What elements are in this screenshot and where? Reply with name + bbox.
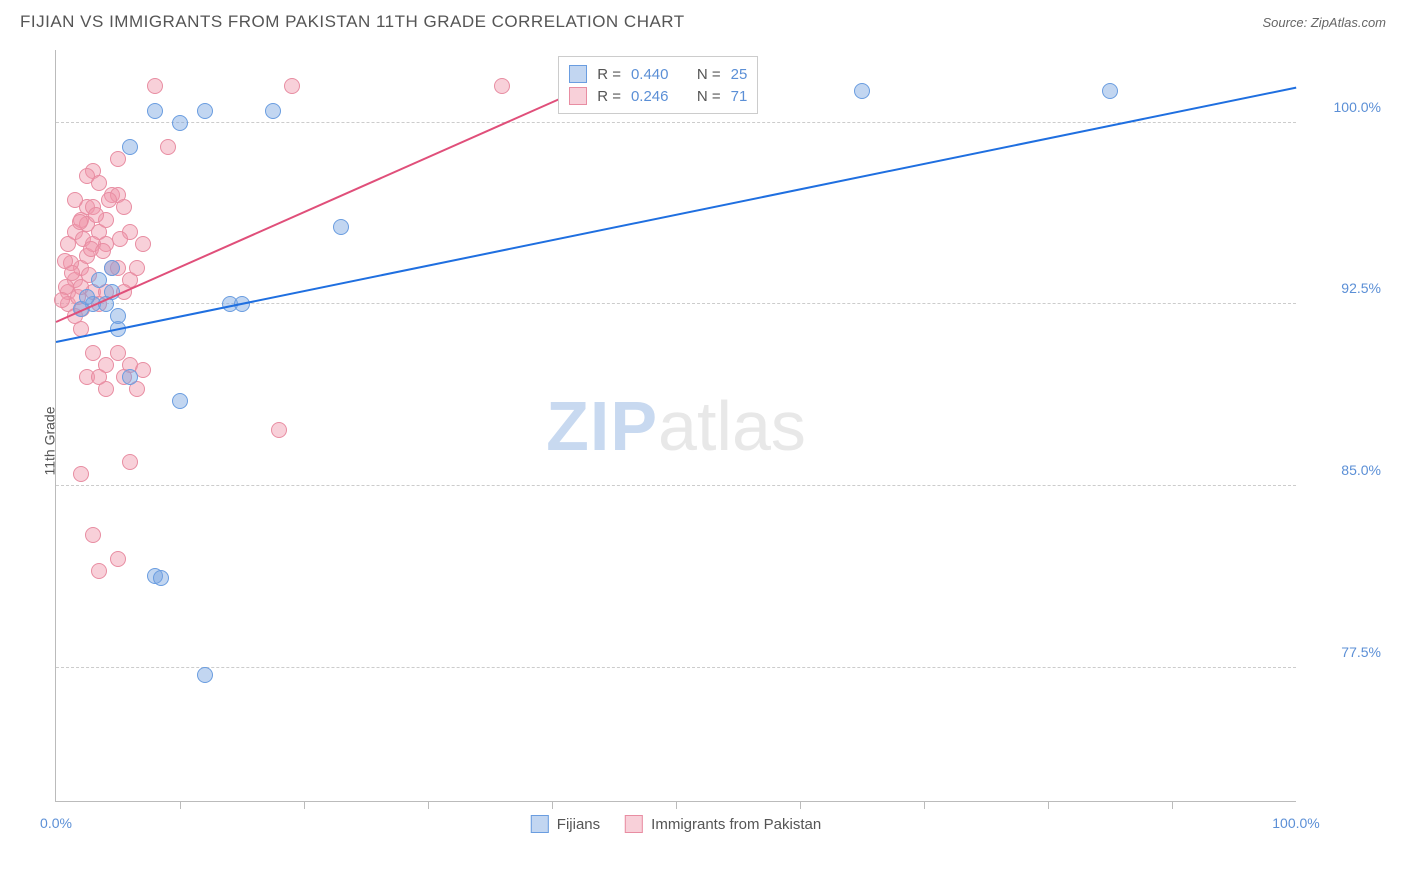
scatter-point-fijian	[197, 103, 213, 119]
scatter-point-pakistan	[284, 78, 300, 94]
x-tick-label: 100.0%	[1272, 815, 1319, 831]
scatter-point-pakistan	[116, 199, 132, 215]
scatter-point-pakistan	[85, 527, 101, 543]
y-tick-label: 77.5%	[1301, 644, 1381, 660]
scatter-point-fijian	[91, 272, 107, 288]
y-tick-label: 100.0%	[1301, 99, 1381, 115]
scatter-point-pakistan	[160, 139, 176, 155]
x-tick	[180, 801, 181, 809]
y-tick-label: 85.0%	[1301, 462, 1381, 478]
scatter-point-fijian	[333, 219, 349, 235]
legend-r-row: R =0.246 N =71	[569, 85, 747, 107]
gridline-h	[56, 122, 1296, 123]
gridline-h	[56, 485, 1296, 486]
scatter-point-pakistan	[122, 454, 138, 470]
scatter-point-pakistan	[85, 345, 101, 361]
gridline-h	[56, 667, 1296, 668]
scatter-point-pakistan	[79, 168, 95, 184]
x-tick	[428, 801, 429, 809]
legend-series: Fijians Immigrants from Pakistan	[531, 815, 821, 833]
scatter-point-pakistan	[57, 253, 73, 269]
scatter-point-pakistan	[112, 231, 128, 247]
scatter-point-fijian	[197, 667, 213, 683]
scatter-point-pakistan	[101, 192, 117, 208]
x-tick	[1048, 801, 1049, 809]
legend-correlation: R =0.440 N =25R =0.246 N =71	[558, 56, 758, 114]
trendline-pakistan	[56, 74, 615, 323]
scatter-point-pakistan	[129, 260, 145, 276]
legend-swatch	[625, 815, 643, 833]
legend-swatch	[531, 815, 549, 833]
watermark-atlas: atlas	[658, 387, 806, 465]
scatter-point-pakistan	[91, 369, 107, 385]
x-tick-label: 0.0%	[40, 815, 72, 831]
scatter-point-pakistan	[494, 78, 510, 94]
scatter-point-pakistan	[110, 345, 126, 361]
legend-swatch	[569, 65, 587, 83]
scatter-point-fijian	[172, 393, 188, 409]
x-tick	[676, 801, 677, 809]
scatter-point-pakistan	[147, 78, 163, 94]
scatter-point-fijian	[265, 103, 281, 119]
legend-swatch	[569, 87, 587, 105]
scatter-point-pakistan	[135, 236, 151, 252]
scatter-point-pakistan	[110, 151, 126, 167]
x-tick	[552, 801, 553, 809]
chart-container: 11th Grade ZIPatlas 100.0%92.5%85.0%77.5…	[55, 50, 1386, 832]
scatter-point-fijian	[110, 308, 126, 324]
source-label: Source: ZipAtlas.com	[1262, 15, 1386, 30]
legend-r-row: R =0.440 N =25	[569, 63, 747, 85]
scatter-point-fijian	[172, 115, 188, 131]
legend-label: Immigrants from Pakistan	[651, 816, 821, 833]
watermark-zip: ZIP	[546, 387, 658, 465]
scatter-point-fijian	[153, 570, 169, 586]
x-tick	[1172, 801, 1173, 809]
scatter-point-pakistan	[91, 563, 107, 579]
scatter-point-fijian	[122, 369, 138, 385]
scatter-point-pakistan	[271, 422, 287, 438]
legend-item: Immigrants from Pakistan	[625, 815, 821, 833]
scatter-point-fijian	[1102, 83, 1118, 99]
plot-area: ZIPatlas 100.0%92.5%85.0%77.5%0.0%100.0%…	[55, 50, 1296, 802]
legend-label: Fijians	[557, 816, 600, 833]
scatter-point-fijian	[104, 260, 120, 276]
scatter-point-pakistan	[88, 207, 104, 223]
x-tick	[304, 801, 305, 809]
scatter-point-pakistan	[95, 243, 111, 259]
scatter-point-pakistan	[67, 192, 83, 208]
legend-item: Fijians	[531, 815, 600, 833]
scatter-point-pakistan	[54, 292, 70, 308]
x-tick	[800, 801, 801, 809]
x-tick	[924, 801, 925, 809]
scatter-point-pakistan	[110, 551, 126, 567]
chart-title: FIJIAN VS IMMIGRANTS FROM PAKISTAN 11TH …	[20, 12, 685, 32]
scatter-point-fijian	[854, 83, 870, 99]
scatter-point-fijian	[79, 289, 95, 305]
scatter-point-fijian	[147, 103, 163, 119]
scatter-point-pakistan	[72, 214, 88, 230]
watermark: ZIPatlas	[546, 386, 806, 466]
scatter-point-pakistan	[73, 466, 89, 482]
scatter-point-fijian	[122, 139, 138, 155]
y-tick-label: 92.5%	[1301, 280, 1381, 296]
